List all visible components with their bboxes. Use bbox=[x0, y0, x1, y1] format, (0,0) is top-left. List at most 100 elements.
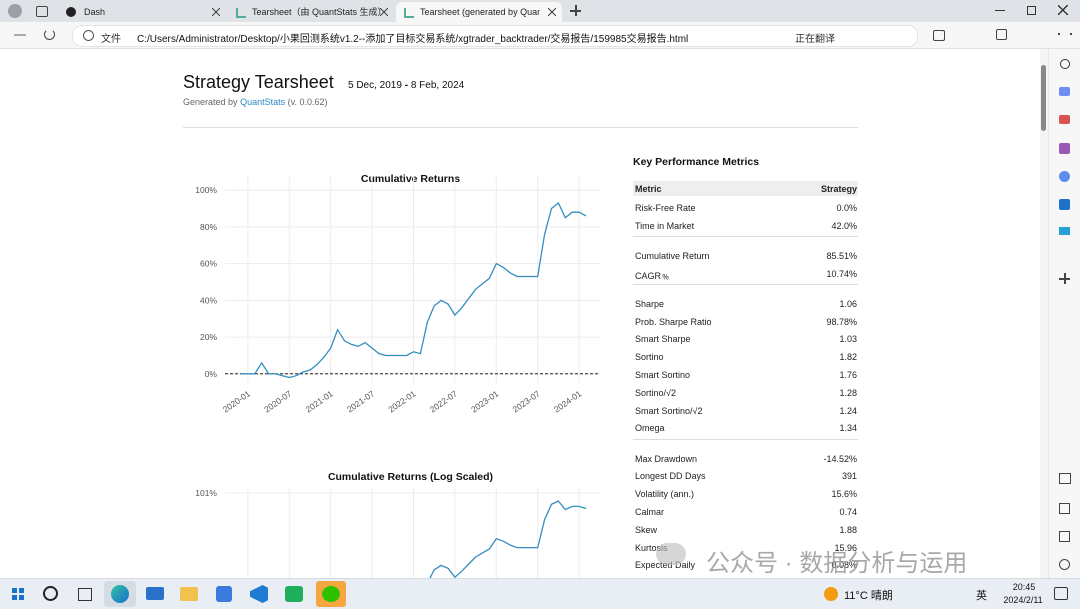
x-tick-label: 2021-07 bbox=[345, 388, 377, 414]
metric-value: 391 bbox=[841, 471, 857, 482]
new-tab[interactable] bbox=[575, 5, 577, 16]
games-icon[interactable] bbox=[1059, 143, 1070, 154]
metric-name: Risk-Free Rate bbox=[635, 203, 696, 213]
metric-name: Sortino/√2 bbox=[635, 387, 676, 398]
sidebar-toggle[interactable] bbox=[1059, 503, 1070, 514]
minimize[interactable] bbox=[995, 10, 1005, 11]
date-separator: - bbox=[404, 80, 409, 91]
url-box[interactable]: 文件 C:/Users/Administrator/Desktop/小果回测系统… bbox=[72, 25, 918, 47]
store-icon[interactable] bbox=[216, 586, 232, 602]
app-icon[interactable] bbox=[285, 586, 303, 602]
input-method[interactable]: 英 bbox=[976, 590, 987, 602]
metric-name: Time in Market bbox=[635, 220, 695, 231]
weather-icon[interactable] bbox=[824, 587, 838, 601]
search-button[interactable] bbox=[43, 586, 58, 601]
collections[interactable] bbox=[996, 29, 1007, 40]
report-title: Strategy Tearsheet bbox=[183, 72, 334, 92]
metric-value: 15.6% bbox=[831, 489, 857, 500]
back-button[interactable] bbox=[14, 34, 26, 36]
metrics-header: Strategy bbox=[820, 184, 857, 194]
metric-value: 1.28 bbox=[839, 387, 857, 398]
url: C:/Users/Administrator/Desktop/小果回测系统v1.… bbox=[137, 34, 689, 45]
tab[interactable]: Dash bbox=[60, 2, 225, 22]
screenshot-icon[interactable] bbox=[1059, 473, 1071, 484]
reload-button[interactable] bbox=[44, 29, 55, 40]
notifications[interactable] bbox=[1054, 587, 1068, 600]
y-tick-label: 100% bbox=[195, 185, 217, 195]
watermark: 公众号 · 数据分析与运用 bbox=[706, 550, 968, 577]
scrollbar bbox=[1040, 49, 1048, 578]
tab-actions-icon[interactable] bbox=[36, 6, 48, 17]
open-icon[interactable] bbox=[1059, 531, 1070, 542]
divider bbox=[183, 127, 858, 128]
generated-by: Generated by QuantStats (v. 0.0.62) bbox=[183, 97, 327, 107]
metrics-header: Metric bbox=[635, 184, 662, 194]
y-tick-label: 40% bbox=[200, 295, 217, 305]
address-bar: 文件 C:/Users/Administrator/Desktop/小果回测系统… bbox=[0, 22, 1080, 49]
tab-close[interactable] bbox=[548, 8, 556, 16]
scroll-thumb[interactable] bbox=[1041, 65, 1046, 131]
shopping-icon[interactable] bbox=[1059, 87, 1070, 96]
menu[interactable] bbox=[1058, 33, 1072, 35]
y-tick-label: 80% bbox=[200, 222, 217, 232]
office-icon[interactable] bbox=[1059, 171, 1070, 182]
metric-name: Kurtosis bbox=[635, 542, 668, 553]
generator-link[interactable]: QuantStats bbox=[240, 97, 286, 107]
profile-icon[interactable] bbox=[8, 4, 22, 18]
wechat-icon[interactable] bbox=[322, 586, 340, 602]
task-view[interactable] bbox=[78, 588, 92, 601]
tab-title: Tearsheet（由 QuantStats 生成） bbox=[252, 7, 387, 17]
vscode-icon[interactable] bbox=[250, 585, 268, 603]
tab-close[interactable] bbox=[212, 8, 220, 16]
date-range: 5 Dec, 2019 - 8 Feb, 2024 bbox=[348, 80, 464, 91]
mail-icon[interactable] bbox=[146, 587, 164, 600]
translate-status[interactable]: 正在翻译 bbox=[795, 34, 835, 45]
weather[interactable]: 11°C 晴朗 bbox=[844, 590, 893, 602]
icon-part bbox=[66, 7, 76, 17]
metric-name: Smart Sortino bbox=[635, 370, 691, 380]
tools-icon[interactable] bbox=[1059, 115, 1070, 124]
y-tick-label: 101% bbox=[195, 488, 217, 498]
metric-name: Smart Sortino/√2 bbox=[635, 405, 703, 416]
close-window[interactable] bbox=[1058, 5, 1068, 15]
metric-name: Sortino bbox=[635, 352, 664, 363]
metrics-table: Metric Strategy Risk-Free Rate 0.0% Time in … bbox=[633, 49, 858, 578]
y-tick-label: 0% bbox=[205, 369, 218, 379]
explorer-icon[interactable] bbox=[180, 587, 198, 601]
metric-value: 1.24 bbox=[839, 405, 857, 416]
metric-name: CAGR﹪ bbox=[635, 270, 671, 281]
data-line bbox=[429, 500, 587, 578]
tab-active[interactable]: Tearsheet (generated by QuantSt bbox=[396, 2, 562, 22]
group-divider bbox=[633, 235, 858, 237]
search-icon[interactable] bbox=[1060, 59, 1070, 69]
metric-value: 15.96 bbox=[834, 542, 857, 553]
start-button[interactable] bbox=[12, 588, 24, 600]
drop-icon[interactable] bbox=[1059, 227, 1070, 235]
data-line bbox=[241, 201, 587, 379]
tab-bar: Dash Tearsheet（由 QuantStats 生成） Tearshee… bbox=[0, 0, 1080, 22]
metric-value: 85.51% bbox=[826, 250, 857, 261]
chart-title: Cumulative Returns bbox=[361, 173, 460, 185]
charts: Cumulative Returns 2020-01 2020-07 2021-01 2… bbox=[195, 173, 600, 578]
tab-close[interactable] bbox=[380, 8, 388, 16]
split-screen[interactable] bbox=[933, 30, 945, 41]
settings-icon[interactable] bbox=[1059, 559, 1070, 570]
metric-name: Max Drawdown bbox=[635, 453, 698, 464]
add-icon[interactable] bbox=[1064, 273, 1066, 284]
metric-value: 1.76 bbox=[839, 370, 857, 380]
clock-date[interactable]: 2024/2/11 bbox=[1003, 595, 1043, 605]
generated-prefix: Generated by bbox=[183, 97, 238, 107]
metric-value: 1.88 bbox=[839, 524, 857, 535]
maximize[interactable] bbox=[1027, 6, 1036, 15]
outlook-icon[interactable] bbox=[1059, 199, 1070, 210]
metric-value: 42.0% bbox=[831, 220, 857, 231]
edge-icon[interactable] bbox=[111, 585, 129, 603]
metric-value: 1.34 bbox=[839, 423, 857, 434]
x-tick-label: 2021-01 bbox=[304, 388, 336, 414]
clock-time[interactable]: 20:45 bbox=[1012, 582, 1036, 592]
tab-title: Dash bbox=[84, 7, 106, 17]
icon-part bbox=[236, 8, 246, 18]
tab[interactable]: Tearsheet（由 QuantStats 生成） bbox=[228, 2, 393, 22]
metric-value: 0.74 bbox=[839, 506, 857, 517]
